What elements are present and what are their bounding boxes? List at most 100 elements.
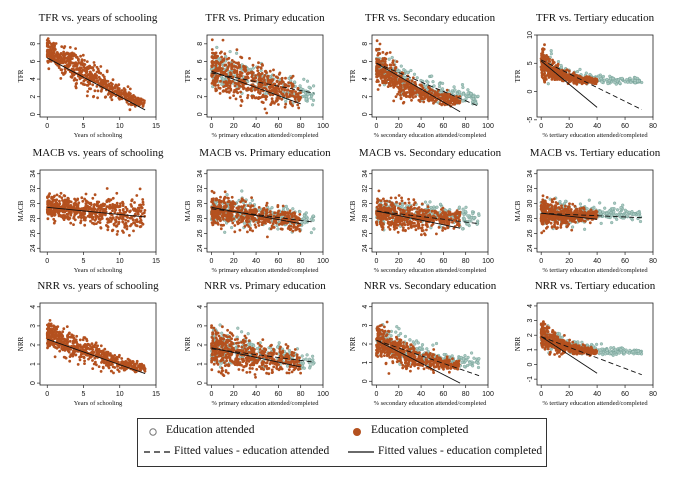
completed-point [250,196,254,200]
completed-point [223,201,226,205]
completed-point [416,220,420,224]
completed-point [389,63,392,67]
y-tick-label: 28 [30,214,37,222]
completed-point [61,216,65,220]
completed-point [458,218,461,222]
y-tick-label: 4 [30,77,37,81]
completed-point [553,67,557,71]
completed-point [72,64,76,68]
completed-point [379,76,383,80]
y-tick-label: 28 [197,214,204,222]
completed-point [52,204,56,208]
completed-point [60,71,64,75]
attended-point [633,80,637,85]
completed-point [130,199,134,203]
completed-point [210,197,214,201]
attended-point [299,86,303,91]
completed-point [254,225,258,229]
x-tick-label: 60 [274,258,282,265]
x-axis-label: % primary education attended/completed [211,267,319,274]
completed-point [296,216,300,220]
fit-line-attended [376,62,480,107]
completed-point [399,97,403,101]
completed-point [261,217,265,221]
completed-point [80,58,84,61]
completed-point [231,80,235,83]
completed-point [118,211,122,215]
completed-point [284,211,287,214]
completed-point [274,88,277,91]
completed-point [280,76,284,80]
completed-point [267,85,271,89]
completed-point [278,90,281,93]
completed-point [280,79,284,83]
completed-point [88,64,92,68]
completed-point [223,190,227,194]
completed-point [242,217,246,221]
completed-point [283,105,287,109]
completed-point [275,86,279,89]
completed-point [210,55,214,59]
completed-point [49,202,52,206]
completed-point [86,204,89,208]
completed-point [545,57,549,61]
completed-point [77,74,80,78]
completed-point [83,218,87,222]
attended-point [611,76,615,80]
completed-point [451,220,454,224]
x-tick-label: 80 [297,123,305,130]
completed-point [299,95,302,99]
completed-point [415,87,419,91]
completed-point [230,62,234,66]
completed-point [285,88,289,92]
completed-point [50,42,54,46]
attended-point [608,74,612,78]
completed-point [47,67,51,71]
completed-point [83,223,87,227]
completed-point [82,65,86,68]
completed-point [218,86,222,90]
completed-point [115,84,119,88]
completed-point [238,70,242,74]
completed-point [298,98,302,101]
completed-point [236,213,240,217]
completed-point [135,194,139,197]
completed-point [220,214,224,218]
completed-point [405,91,409,94]
completed-point [210,211,214,214]
completed-point [385,51,389,55]
completed-point [273,211,277,215]
completed-point [298,213,302,216]
completed-point [214,89,218,93]
completed-point [213,76,217,80]
completed-point [291,229,295,233]
completed-point [79,221,82,225]
completed-point [137,99,140,103]
completed-point [540,71,544,75]
completed-point [413,80,417,84]
completed-point [46,37,50,40]
completed-point [141,203,145,206]
completed-point [65,212,69,216]
completed-point [398,202,402,206]
completed-point [90,66,94,69]
completed-point [89,87,92,91]
attended-point [438,202,443,206]
completed-point [140,206,144,210]
completed-point [83,83,87,86]
completed-point [377,80,380,83]
completed-point [79,214,82,217]
completed-point [218,92,222,95]
completed-point [246,96,249,100]
completed-point [46,212,50,216]
completed-point [69,200,73,204]
completed-point [444,95,448,98]
completed-point [387,225,390,229]
completed-point [237,87,241,90]
completed-point [109,220,113,223]
completed-point [411,96,415,99]
completed-point [254,76,258,80]
attended-point [284,99,288,104]
attended-point [549,52,553,56]
